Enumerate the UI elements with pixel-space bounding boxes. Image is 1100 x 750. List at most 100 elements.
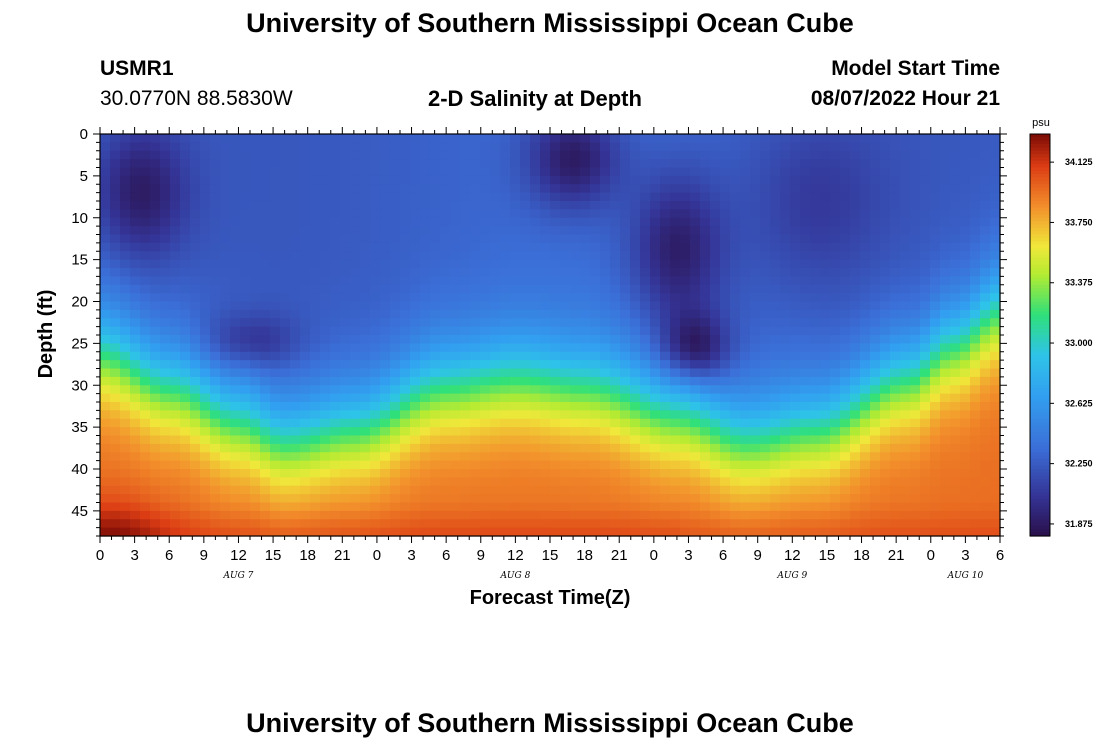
heatmap-cell — [440, 251, 451, 261]
heatmap-cell — [820, 326, 831, 336]
heatmap-cell — [320, 134, 331, 143]
heatmap-cell — [590, 251, 601, 261]
footer-title: University of Southern Mississippi Ocean… — [246, 708, 854, 738]
heatmap-cell — [670, 167, 681, 177]
heatmap-cell — [940, 343, 951, 353]
heatmap-cell — [500, 318, 511, 328]
heatmap-cell — [650, 134, 661, 143]
heatmap-cell — [650, 192, 661, 202]
heatmap-cell — [330, 510, 341, 520]
heatmap-cell — [160, 335, 171, 344]
heatmap-cell — [780, 418, 791, 428]
heatmap-cell — [810, 268, 821, 277]
heatmap-cell — [220, 402, 231, 411]
heatmap-cell — [790, 234, 801, 244]
heatmap-cell — [460, 410, 471, 420]
heatmap-cell — [290, 201, 301, 210]
heatmap-cell — [520, 477, 531, 487]
heatmap-cell — [130, 335, 141, 344]
heatmap-cell — [650, 502, 661, 512]
heatmap-cell — [380, 427, 391, 437]
heatmap-cell — [200, 150, 211, 160]
heatmap-cell — [470, 335, 481, 344]
heatmap-cell — [250, 485, 261, 495]
heatmap-cell — [430, 301, 441, 311]
heatmap-cell — [470, 443, 481, 453]
colorbar-segment — [1030, 519, 1050, 524]
heatmap-cell — [270, 234, 281, 244]
heatmap-cell — [230, 360, 241, 370]
heatmap-cell — [550, 284, 561, 294]
heatmap-cell — [850, 502, 861, 512]
heatmap-cell — [350, 402, 361, 411]
heatmap-cell — [230, 134, 241, 143]
heatmap-cell — [590, 326, 601, 336]
heatmap-cell — [670, 494, 681, 504]
heatmap-cell — [830, 494, 841, 504]
heatmap-cell — [230, 268, 241, 277]
heatmap-cell — [720, 510, 731, 520]
heatmap-cell — [770, 201, 781, 210]
heatmap-cell — [680, 427, 691, 437]
heatmap-cell — [660, 402, 671, 411]
heatmap-cell — [950, 209, 961, 219]
heatmap-cell — [400, 477, 411, 487]
heatmap-cell — [750, 502, 761, 512]
heatmap-cell — [940, 326, 951, 336]
heatmap-cell — [520, 435, 531, 445]
heatmap-cell — [160, 318, 171, 328]
heatmap-cell — [200, 452, 211, 462]
heatmap-cell — [120, 393, 131, 403]
heatmap-cell — [800, 301, 811, 311]
heatmap-cell — [610, 460, 621, 470]
heatmap-cell — [150, 268, 161, 277]
heatmap-cell — [390, 251, 401, 261]
heatmap-cell — [360, 477, 371, 487]
heatmap-cell — [930, 427, 941, 437]
heatmap-cell — [400, 368, 411, 378]
heatmap-cell — [630, 452, 641, 462]
heatmap-cell — [460, 469, 471, 478]
heatmap-cell — [100, 251, 111, 261]
heatmap-cell — [720, 309, 731, 319]
heatmap-cell — [250, 242, 261, 252]
heatmap-cell — [770, 175, 781, 185]
heatmap-cell — [620, 427, 631, 437]
heatmap-cell — [960, 201, 971, 210]
heatmap-cell — [700, 494, 711, 504]
heatmap-cell — [890, 226, 901, 236]
x-tick-label: 18 — [576, 547, 593, 564]
heatmap-cell — [640, 242, 651, 252]
heatmap-cell — [860, 309, 871, 319]
heatmap-cell — [610, 150, 621, 160]
heatmap-cell — [250, 335, 261, 344]
heatmap-cell — [790, 150, 801, 160]
heatmap-cell — [210, 293, 221, 303]
heatmap-cell — [690, 242, 701, 252]
heatmap-cell — [620, 293, 631, 303]
heatmap-cell — [390, 134, 401, 143]
heatmap-cell — [590, 360, 601, 370]
heatmap-cell — [140, 510, 151, 520]
heatmap-cell — [250, 276, 261, 286]
heatmap-cell — [770, 469, 781, 478]
heatmap-cell — [200, 410, 211, 420]
heatmap-cell — [650, 385, 661, 395]
heatmap-cell — [680, 393, 691, 403]
heatmap-cell — [350, 502, 361, 512]
heatmap-cell — [690, 427, 701, 437]
heatmap-cell — [400, 226, 411, 236]
heatmap-cell — [620, 418, 631, 428]
heatmap-cell — [100, 150, 111, 160]
heatmap-cell — [470, 284, 481, 294]
heatmap-cell — [900, 309, 911, 319]
heatmap-cell — [210, 318, 221, 328]
heatmap-cell — [190, 385, 201, 395]
heatmap-cell — [540, 293, 551, 303]
heatmap-cell — [600, 142, 611, 152]
heatmap-cell — [720, 234, 731, 244]
heatmap-cell — [630, 485, 641, 495]
heatmap-cell — [130, 134, 141, 143]
heatmap-cell — [300, 150, 311, 160]
heatmap-cell — [940, 376, 951, 386]
